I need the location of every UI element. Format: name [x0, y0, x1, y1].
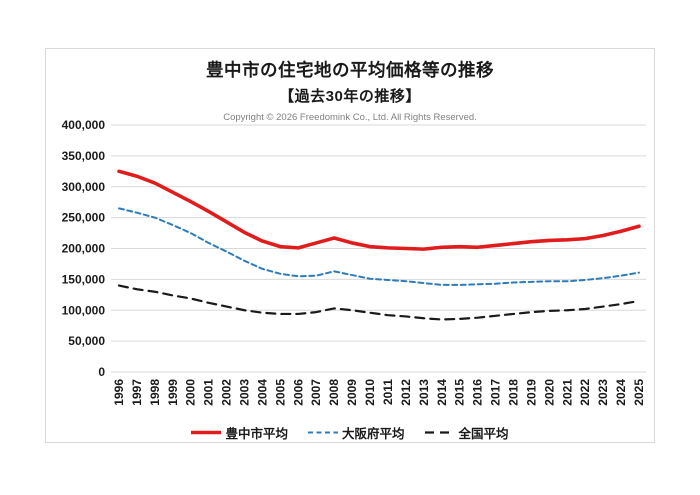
x-axis-tick-label: 1999 [166, 379, 180, 406]
y-axis-tick-label: 50,000 [68, 334, 105, 348]
x-axis-tick-label: 2013 [417, 379, 431, 406]
legend: 豊中市平均 大阪府平均 全国平均 [46, 423, 654, 441]
x-axis-tick-label: 2016 [471, 379, 485, 406]
x-axis-tick-label: 1998 [148, 379, 162, 406]
x-axis-tick-label: 2004 [255, 379, 269, 406]
x-axis-tick-label: 2014 [435, 379, 449, 406]
x-axis-tick-label: 2002 [220, 379, 234, 406]
legend-swatch-toyonaka-city-average [191, 430, 222, 434]
x-axis-tick-label: 2011 [381, 379, 395, 405]
x-axis-tick-label: 2018 [506, 379, 520, 406]
x-axis-tick-label: 2003 [238, 379, 252, 406]
x-axis-tick-label: 2001 [202, 379, 216, 406]
y-axis-tick-label: 100,000 [62, 303, 106, 317]
x-axis-tick-label: 2022 [578, 379, 592, 406]
x-axis-tick-label: 2023 [596, 379, 610, 406]
x-axis-tick-label: 2015 [453, 379, 467, 406]
legend-swatch-osaka-prefecture-average [307, 431, 338, 433]
legend-swatch-national-average [424, 430, 455, 434]
legend-label-toyonaka-city-average: 豊中市平均 [225, 426, 288, 441]
y-axis-tick-label: 300,000 [62, 180, 106, 194]
x-axis-tick-label: 2021 [560, 379, 574, 406]
x-axis-tick-label: 2017 [489, 379, 503, 406]
x-axis-tick-label: 2025 [632, 379, 646, 406]
legend-label-national-average: 全国平均 [458, 426, 509, 441]
y-axis-tick-label: 350,000 [62, 149, 106, 163]
x-axis-tick-label: 2000 [184, 379, 198, 406]
chart-title: 豊中市の住宅地の平均価格等の推移 [206, 60, 494, 80]
legend-item-toyonaka-city-average: 豊中市平均 [191, 423, 288, 442]
x-axis-tick-label: 2005 [273, 379, 287, 406]
x-axis-tick-label: 2020 [542, 379, 556, 406]
series-line-national-average [117, 284, 641, 321]
x-axis-tick-label: 2012 [399, 379, 413, 406]
series-line-osaka-prefecture-average [118, 207, 640, 286]
y-axis-tick-label: 250,000 [62, 211, 106, 225]
y-axis-tick-label: 200,000 [62, 242, 106, 256]
x-axis-tick-label: 2007 [309, 379, 323, 406]
x-axis-tick-label: 1997 [130, 379, 144, 406]
y-axis-tick-label: 0 [98, 365, 105, 379]
y-axis-tick-label: 400,000 [62, 118, 106, 132]
chart-container: 豊中市の住宅地の平均価格等の推移 【過去30年の推移】 Copyright © … [45, 48, 655, 443]
legend-item-national-average: 全国平均 [424, 423, 509, 442]
legend-item-osaka-prefecture-average: 大阪府平均 [307, 423, 405, 442]
x-axis-tick-label: 2006 [291, 379, 305, 406]
plot-area: 0 50,000 100,000 150,000 200,000 250,000 300,0… [62, 118, 646, 406]
y-axis-tick-label: 150,000 [62, 272, 106, 286]
x-axis-tick-label: 2010 [363, 379, 377, 406]
copyright-notice: Copyright © 2026 Freedomink Co., Ltd. Al… [223, 112, 477, 123]
series-line-toyonaka-city-average [117, 169, 641, 251]
chart-subtitle: 【過去30年の推移】 [279, 88, 421, 105]
legend-label-osaka-prefecture-average: 大阪府平均 [341, 426, 405, 441]
x-axis-tick-label: 2024 [614, 379, 628, 406]
x-axis-tick-label: 2019 [524, 379, 538, 406]
x-axis-tick-label: 1996 [112, 379, 126, 406]
x-axis-tick-label: 2009 [345, 379, 359, 406]
x-axis-tick-label: 2008 [327, 379, 341, 406]
